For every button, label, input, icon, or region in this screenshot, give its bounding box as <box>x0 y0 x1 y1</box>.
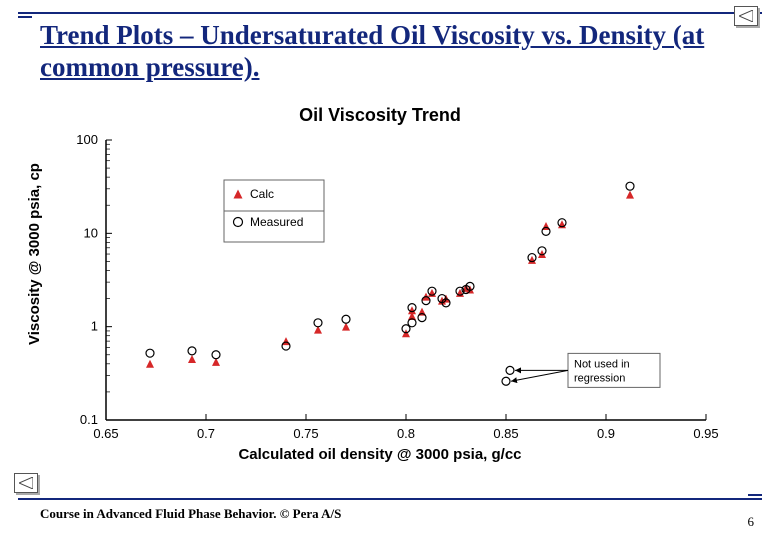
svg-text:0.9: 0.9 <box>597 426 615 441</box>
svg-text:1: 1 <box>91 319 98 334</box>
svg-text:0.95: 0.95 <box>693 426 718 441</box>
svg-text:0.65: 0.65 <box>93 426 118 441</box>
chart: Oil Viscosity Trend Viscosity @ 3000 psi… <box>30 105 730 465</box>
scatter-plot: 0.65 0.7 0.75 0.8 0.85 0.9 0.95 0.1 1 10 100 Calc Me… <box>66 135 721 445</box>
svg-text:Measured: Measured <box>250 215 303 229</box>
top-rule <box>18 12 762 14</box>
x-axis-label: Calculated oil density @ 3000 psia, g/cc <box>30 446 730 463</box>
svg-text:0.7: 0.7 <box>197 426 215 441</box>
slide-title: Trend Plots – Undersaturated Oil Viscosi… <box>40 20 730 84</box>
svg-text:Calc: Calc <box>250 187 274 201</box>
page-number: 6 <box>748 514 755 530</box>
back-icon[interactable] <box>14 473 38 493</box>
svg-text:Not used in: Not used in <box>574 358 630 370</box>
svg-text:10: 10 <box>84 225 98 240</box>
svg-text:0.85: 0.85 <box>493 426 518 441</box>
svg-text:0.75: 0.75 <box>293 426 318 441</box>
svg-text:0.1: 0.1 <box>80 412 98 427</box>
bottom-rule <box>18 498 762 500</box>
footer-text: Course in Advanced Fluid Phase Behavior.… <box>40 506 341 522</box>
back-icon[interactable] <box>734 6 758 26</box>
chart-title: Oil Viscosity Trend <box>30 105 730 126</box>
slide: Trend Plots – Undersaturated Oil Viscosi… <box>0 0 780 540</box>
svg-text:100: 100 <box>76 135 98 147</box>
svg-text:0.8: 0.8 <box>397 426 415 441</box>
svg-text:regression: regression <box>574 372 625 384</box>
y-axis-label: Viscosity @ 3000 psia, cp <box>26 163 43 345</box>
